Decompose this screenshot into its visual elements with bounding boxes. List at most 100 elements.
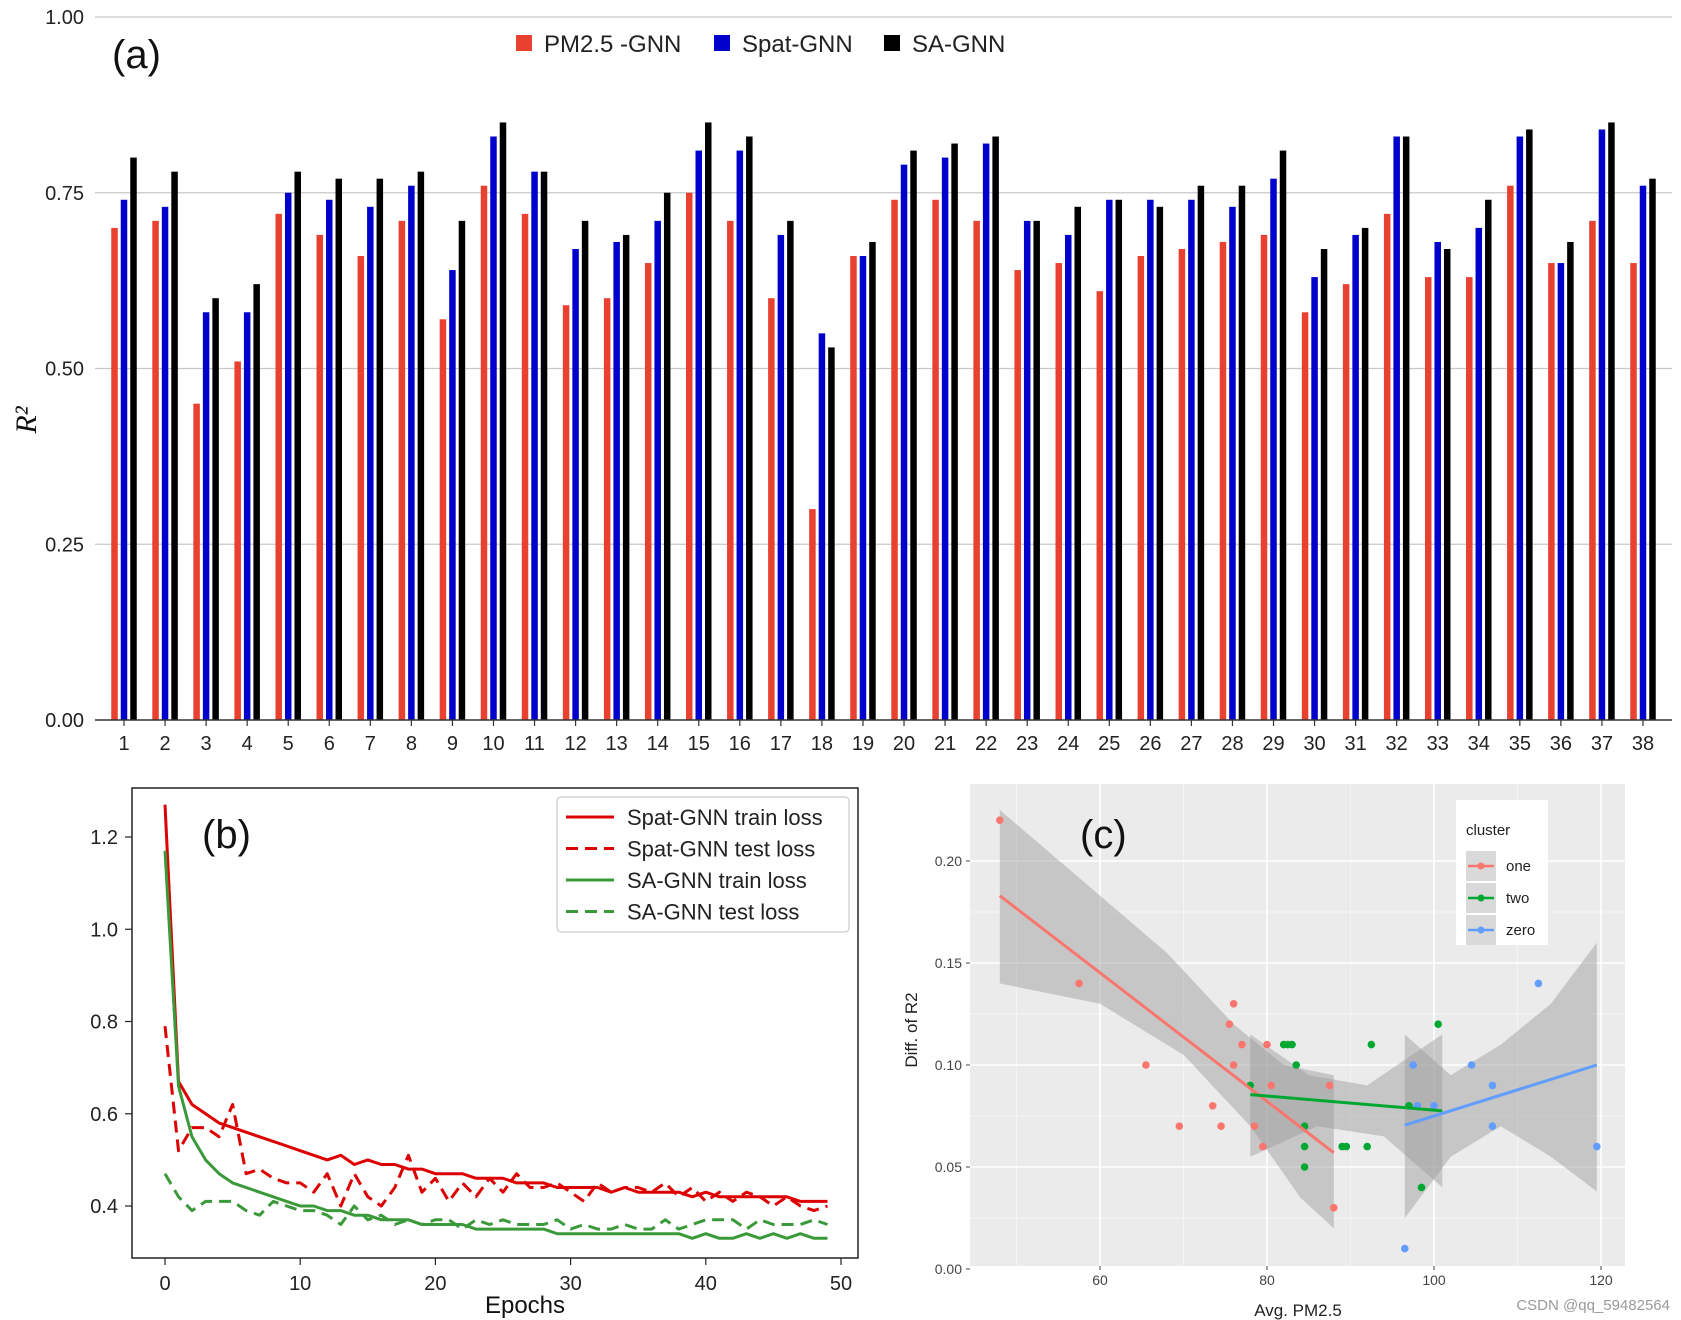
panel-c-point <box>1217 1122 1225 1130</box>
panel-a-bar <box>1424 277 1432 720</box>
panel-c-confidence-band <box>999 810 1334 1229</box>
panel-c-point <box>1292 1061 1301 1069</box>
panel-c-x-tick-label: 120 <box>1589 1272 1613 1288</box>
panel-a-bar <box>171 171 178 720</box>
panel-a-bar <box>850 256 857 720</box>
panel-c-fit-lines <box>998 894 1598 1154</box>
panel-c-y-tick-label: 0.20 <box>935 853 962 869</box>
panel-a-bar <box>1229 206 1236 720</box>
panel-c-point <box>1342 1142 1351 1151</box>
watermark: CSDN @qq_59482564 <box>1516 1297 1670 1314</box>
panel-c-point <box>1534 979 1543 988</box>
panel-a-bar <box>1342 284 1350 720</box>
panel-a-bar <box>736 150 744 720</box>
panel-a-x-tick-label: 14 <box>647 733 669 755</box>
panel-a-bar <box>202 312 210 720</box>
panel-a-x-tick-label: 21 <box>934 733 956 755</box>
panel-a-bar <box>686 192 693 720</box>
panel-a-bar <box>1639 185 1647 721</box>
panel-b-x-axis-label: Epochs <box>485 1292 565 1319</box>
panel-a-x-tick-label: 27 <box>1180 733 1202 755</box>
panel-b-y-tick-label: 1.2 <box>90 827 118 849</box>
panel-a-bar <box>367 206 374 720</box>
panel-c-point <box>1259 1142 1267 1151</box>
panel-a-x-tick-label: 19 <box>852 733 874 755</box>
panel-c-gridlines <box>970 784 1625 1270</box>
panel-a-bar <box>581 220 589 720</box>
panel-c-y-axis-label: Diff. of R2 <box>902 992 921 1067</box>
panel-a-bar <box>253 284 260 720</box>
panel-a-bar <box>1178 248 1186 721</box>
panel-a-bar <box>1485 199 1492 720</box>
panel-a-bar <box>439 319 447 720</box>
panel-a-x-tick-label: 11 <box>524 733 545 755</box>
panel-a-bar <box>1238 185 1246 721</box>
panel-a-bar <box>941 157 949 721</box>
panel-a-bar <box>777 234 785 720</box>
panel-a-y-tick-label: 1.00 <box>45 7 84 29</box>
panel-b-y-tick-label: 0.6 <box>90 1104 118 1126</box>
panel-a-x-tick-label: 2 <box>159 733 170 755</box>
panel-a-bar <box>1301 312 1309 720</box>
panel-b-legend: Spat-GNN train loss Spat-GNN test loss SA-… <box>556 796 850 933</box>
panel-c-point <box>1330 1204 1338 1212</box>
panel-c-fit-line <box>1250 1093 1443 1113</box>
panel-a-bar <box>234 361 241 720</box>
panel-a-x-tick-label: 3 <box>201 733 212 755</box>
panel-a-bar-chart: 0.000.250.500.751.001 2 3 4 5 6 7 8 9 10 11 12 13 14 1… <box>10 7 1672 755</box>
panel-b-y-tick-label: 1.0 <box>90 919 118 941</box>
panel-a-bar <box>1137 256 1145 720</box>
panel-a-bar <box>1115 199 1123 720</box>
panel-c-legend-label: one <box>1506 858 1531 875</box>
panel-a-bar <box>787 220 794 720</box>
panel-a-bar <box>603 298 611 720</box>
panel-a-x-tick-label: 31 <box>1344 733 1366 755</box>
legend-swatch-spat-gnn <box>714 35 730 51</box>
panel-a-bar <box>1434 241 1441 720</box>
panel-a-bar <box>572 248 579 721</box>
panel-a-bar <box>1055 263 1062 720</box>
panel-a-bar <box>1064 234 1072 720</box>
panel-a-x-tick-label: 32 <box>1386 733 1408 755</box>
panel-c-legend-key-dot <box>1477 894 1485 902</box>
legend-label-pm25-gnn: PM2.5 -GNN <box>544 31 681 58</box>
panel-c-point <box>1417 1183 1426 1192</box>
panel-a-bar <box>335 178 343 720</box>
panel-a-bar <box>1589 220 1596 720</box>
panel-c-point <box>1142 1061 1150 1069</box>
panel-c-point <box>1430 1102 1438 1110</box>
legend-label-sa-gnn: SA-GNN <box>912 31 1005 58</box>
panel-c-x-tick-label: 80 <box>1259 1272 1275 1288</box>
panel-a-x-tick-label: 5 <box>283 733 294 755</box>
panel-c-legend-key-dot <box>1477 926 1485 934</box>
panel-a-bar <box>828 347 835 720</box>
panel-a-bar <box>294 171 301 720</box>
panel-a-bar <box>644 263 652 720</box>
panel-c-y-tick-label: 0.10 <box>935 1057 962 1073</box>
panel-a-bar <box>705 122 712 720</box>
panel-c-point <box>1325 1081 1334 1090</box>
panel-b-x-tick-label: 50 <box>830 1273 852 1295</box>
panel-b-x-tick-label: 40 <box>695 1273 717 1295</box>
panel-b-legend-label: SA-GNN test loss <box>627 900 799 925</box>
panel-a-bar <box>1096 291 1104 720</box>
panel-a-x-tick-label: 12 <box>564 733 586 755</box>
panel-a-x-tick-label: 13 <box>606 733 628 755</box>
panel-a-bar <box>622 234 630 720</box>
panel-a-bar <box>1443 248 1451 721</box>
panel-a-x-tick-label: 35 <box>1509 733 1531 755</box>
panel-a-bar <box>654 220 661 720</box>
panel-c-scatter-chart: 60 80 100 120 0.00 0.05 0.10 0.15 0.20 (c) Avg. … <box>902 784 1625 1320</box>
panel-a-y-tick-label: 0.25 <box>45 534 84 556</box>
panel-a-bar <box>120 199 128 720</box>
panel-a-bar <box>1033 220 1040 720</box>
panel-a-bar <box>1402 136 1410 720</box>
panel-c-point <box>1409 1061 1417 1069</box>
legend-swatch-pm25-gnn <box>516 35 532 51</box>
panel-a-x-tick-label: 36 <box>1550 733 1572 755</box>
panel-a-bar <box>932 199 939 720</box>
panel-a-bar <box>1630 263 1637 720</box>
panel-c-legend: cluster one two zero <box>1456 800 1548 945</box>
panel-a-bar <box>408 185 415 721</box>
panel-b-series-line <box>163 1025 828 1213</box>
